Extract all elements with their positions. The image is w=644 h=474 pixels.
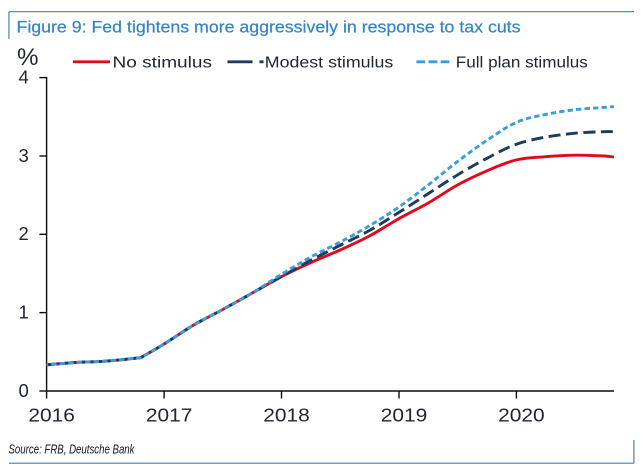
svg-text:Modest stimulus: Modest stimulus (265, 54, 394, 71)
svg-text:Source: FRB, Deutsche Bank: Source: FRB, Deutsche Bank (9, 443, 136, 457)
svg-text:%: % (17, 44, 39, 71)
svg-text:2020: 2020 (498, 405, 545, 426)
svg-text:2: 2 (19, 223, 29, 244)
svg-text:3: 3 (19, 145, 29, 166)
svg-text:2017: 2017 (146, 405, 193, 426)
svg-text:4: 4 (19, 67, 29, 88)
svg-text:2019: 2019 (381, 405, 428, 426)
svg-text:2018: 2018 (263, 405, 310, 426)
svg-text:Figure 9: Fed tightens more ag: Figure 9: Fed tightens more aggressively… (17, 18, 521, 37)
svg-text:2016: 2016 (28, 405, 75, 426)
svg-text:0: 0 (19, 380, 29, 401)
svg-text:1: 1 (19, 302, 29, 323)
svg-text:No stimulus: No stimulus (113, 54, 213, 71)
svg-text:Full plan stimulus: Full plan stimulus (456, 54, 588, 71)
